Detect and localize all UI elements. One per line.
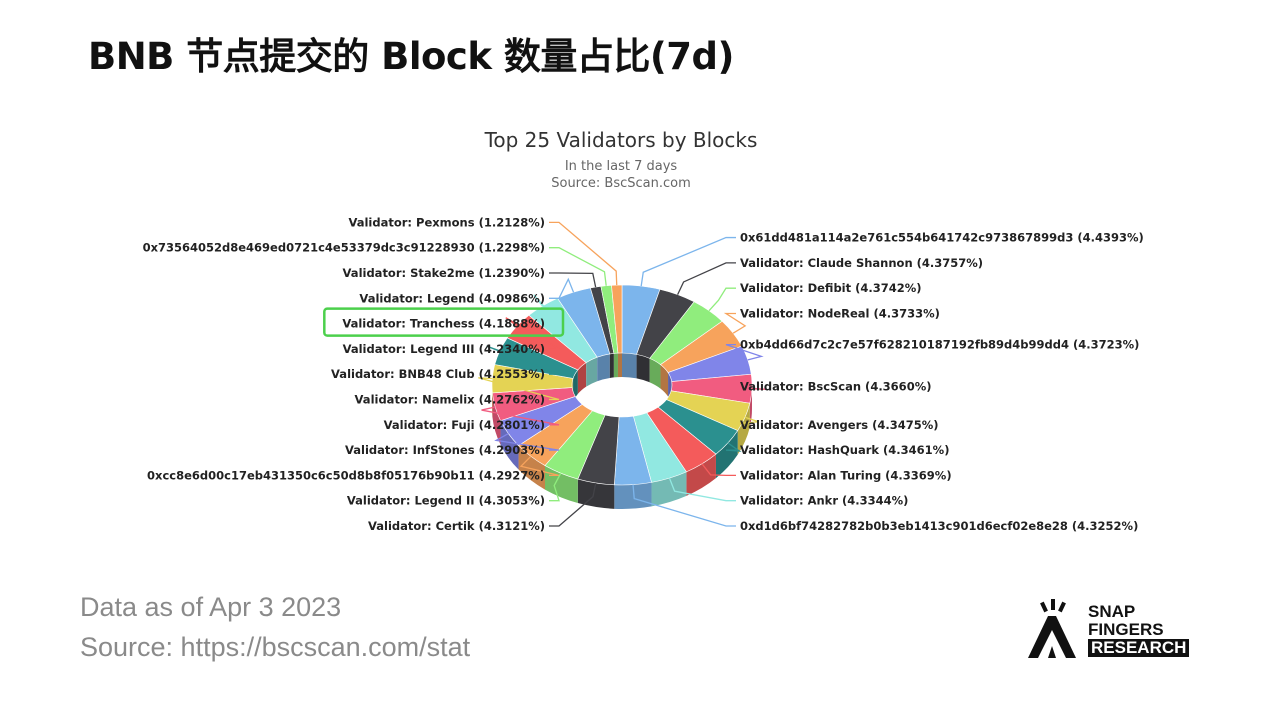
connector-nodereal: [723, 312, 747, 334]
connector-ankr: [668, 477, 736, 502]
slice-pexmons[interactable]: [611, 284, 623, 354]
label-0xcc8e6d00c17eb431350c6c50d8b8f05176b90b11: 0xcc8e6d00c17eb431350c6c50d8b8f05176b90b…: [147, 468, 545, 482]
label-hashquark: Validator: HashQuark (4.3461%): [740, 443, 949, 457]
snap-fingers-research-logo: SNAP FINGERS RESEARCH: [1026, 598, 1211, 662]
label-infstones: Validator: InfStones (4.2903%): [345, 443, 545, 457]
connector-legend-iii: [505, 317, 562, 350]
label-defibit: Validator: Defibit (4.3742%): [740, 281, 922, 295]
label-certik: Validator: Certik (4.3121%): [368, 519, 545, 533]
data-date-note: Data as of Apr 3 2023: [80, 592, 342, 622]
chart-title: Top 25 Validators by Blocks: [484, 128, 758, 152]
connector-hashquark: [725, 442, 742, 452]
slice-side-alan-turing: [686, 454, 716, 496]
label-avengers: Validator: Avengers (4.3475%): [740, 418, 939, 432]
connector-claude-shannon: [677, 262, 736, 295]
connector-0xb4dd66d7c2c7e57f628210187192fb89d4b99dd4: [725, 343, 764, 361]
logo-line-snap: SNAP: [1088, 602, 1136, 621]
slice-side-hashquark: [715, 430, 738, 479]
connector-defibit: [708, 287, 736, 312]
slice-side-ankr: [651, 471, 687, 507]
slice-inner-wall-nodereal: [660, 364, 669, 397]
connector-legend-ii: [549, 472, 562, 502]
connector-infstones: [494, 433, 560, 451]
donut-chart: Top 25 Validators by Blocks In the last …: [143, 128, 1144, 533]
slice-inner-wall-claude-shannon: [636, 354, 650, 383]
connector-namelix: [478, 377, 560, 401]
chart-subtitle-period: In the last 7 days: [565, 159, 678, 174]
slice-side-fuji: [492, 392, 501, 445]
label-legend: Validator: Legend (4.0986%): [359, 291, 545, 305]
slice-side-avengers: [737, 403, 750, 455]
connector-avengers: [725, 416, 759, 426]
chart-subtitle-source: Source: BscScan.com: [551, 176, 691, 191]
highlight-box-tranchess: [323, 307, 565, 337]
connector-alan-turing: [701, 463, 736, 477]
slice-inner-wall-stake2me: [609, 353, 614, 378]
connector-bscscan: [725, 385, 766, 390]
label-nodereal: Validator: NodeReal (4.3733%): [740, 306, 940, 320]
connector-certik: [549, 482, 597, 527]
slice-side-0xcc8e6d00c17eb431350c6c50d8b8f05176b90b11: [518, 445, 545, 490]
data-source-note: Source: https://bscscan.com/stat: [80, 632, 471, 662]
label-0x73564052d8e469ed0721c4e53379dc3c91228930: 0x73564052d8e469ed0721c4e53379dc3c912289…: [143, 241, 545, 255]
connector-fuji: [481, 406, 560, 426]
connector-0x61dd481a114a2e761c554b641742c973867899d3: [640, 236, 736, 287]
label-fuji: Validator: Fuji (4.2801%): [384, 418, 545, 432]
label-alan-turing: Validator: Alan Turing (4.3369%): [740, 468, 952, 482]
label-bscscan: Validator: BscScan (4.3660%): [740, 379, 931, 393]
slice-inner-wall-tranchess: [586, 357, 598, 387]
slice-side-0xd1d6bf74282782b0b3eb1413c901d6ecf02e8e28: [614, 482, 652, 509]
logo-line-research: RESEARCH: [1088, 639, 1190, 657]
slice-inner-wall-0x73564052d8e469ed0721c4e53379dc3c91228930: [613, 353, 618, 378]
label-legend-iii: Validator: Legend III (4.2340%): [343, 342, 545, 356]
connector-legend: [549, 277, 575, 299]
slice-inner-wall-legend-iii: [577, 362, 587, 394]
slice-side-infstones: [500, 420, 519, 470]
label-0xb4dd66d7c2c7e57f628210187192fb89d4b99dd4: 0xb4dd66d7c2c7e57f628210187192fb89d4b99d…: [740, 338, 1139, 352]
label-0xd1d6bf74282782b0b3eb1413c901d6ecf02e8e28: 0xd1d6bf74282782b0b3eb1413c901d6ecf02e8e…: [740, 519, 1138, 533]
connector-0xcc8e6d00c17eb431350c6c50d8b8f05176b90b11: [519, 455, 560, 477]
label-bnb48-club: Validator: BNB48 Club (4.2553%): [331, 367, 545, 381]
slice-inner-wall-legend: [597, 353, 610, 382]
label-pexmons: Validator: Pexmons (1.2128%): [348, 215, 545, 229]
label-claude-shannon: Validator: Claude Shannon (4.3757%): [740, 256, 983, 270]
connector-bnb48-club: [486, 345, 560, 375]
label-0x61dd481a114a2e761c554b641742c973867899d3: 0x61dd481a114a2e761c554b641742c973867899…: [740, 231, 1144, 245]
logo-line-fingers: FINGERS: [1088, 620, 1164, 639]
hand-logo-icon: [1028, 599, 1076, 658]
label-stake2me: Validator: Stake2me (1.2390%): [343, 266, 545, 280]
connector-0x73564052d8e469ed0721c4e53379dc3c91228930: [549, 247, 607, 286]
connector-pexmons: [549, 221, 618, 286]
label-ankr: Validator: Ankr (4.3344%): [740, 494, 908, 508]
connector-stake2me: [549, 272, 597, 288]
label-namelix: Validator: Namelix (4.2762%): [355, 393, 545, 407]
label-legend-ii: Validator: Legend II (4.3053%): [347, 494, 545, 508]
slice-inner-wall-0x61dd481a114a2e761c554b641742c973867899d3: [622, 353, 637, 379]
connector-0xd1d6bf74282782b0b3eb1413c901d6ecf02e8e28: [632, 484, 736, 527]
label-tranchess: Validator: Tranchess (4.1888%): [342, 317, 545, 331]
slice-inner-wall-defibit: [649, 358, 661, 389]
slide-title: BNB 节点提交的 Block 数量占比(7d): [88, 35, 734, 78]
slice-inner-wall-pexmons: [617, 353, 622, 378]
